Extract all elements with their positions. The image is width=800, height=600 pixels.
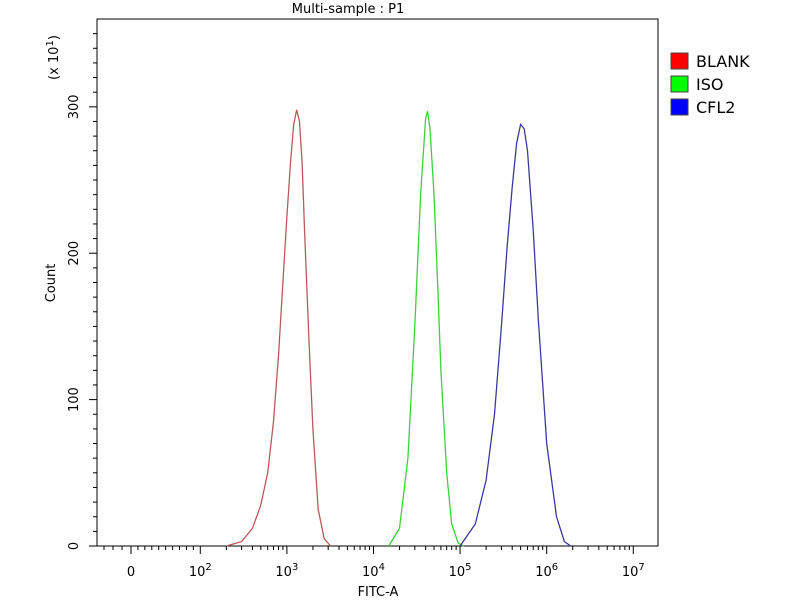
x-tick-label: 0	[127, 565, 135, 580]
x-tick-label: 106	[535, 562, 558, 580]
plot-frame	[96, 18, 659, 547]
x-tick-label: 105	[449, 562, 472, 580]
y-axis: 0 100 200 300	[67, 33, 97, 550]
legend-swatch-cfl2	[670, 98, 689, 116]
x-tick-label: 107	[622, 562, 645, 580]
y-tick-label: 100	[67, 387, 82, 412]
y-multiplier-label: (x 101)	[45, 35, 62, 80]
x-tick-label: 104	[362, 562, 385, 580]
legend: BLANK ISO CFL2	[670, 52, 750, 117]
legend-label-blank: BLANK	[696, 52, 750, 71]
legend-swatch-blank	[670, 52, 689, 70]
y-tick-label: 300	[67, 94, 82, 119]
legend-swatch-iso	[670, 75, 689, 93]
x-tick-label: 102	[189, 562, 212, 580]
curve-cfl2	[459, 122, 572, 547]
y-axis-title: Count	[44, 264, 59, 303]
x-tick-label: 103	[275, 562, 298, 580]
legend-label-iso: ISO	[696, 75, 723, 94]
x-axis-title: FITC-A	[358, 585, 399, 600]
x-axis: 0 102 103 104 105 106 107	[103, 546, 645, 580]
curve-blank	[226, 109, 332, 547]
chart-title: Multi-sample : P1	[292, 2, 405, 17]
curve-iso	[388, 111, 465, 547]
histogram-curves	[226, 109, 572, 547]
y-tick-label: 0	[67, 542, 82, 550]
y-tick-label: 200	[67, 241, 82, 266]
legend-label-cfl2: CFL2	[696, 98, 735, 117]
